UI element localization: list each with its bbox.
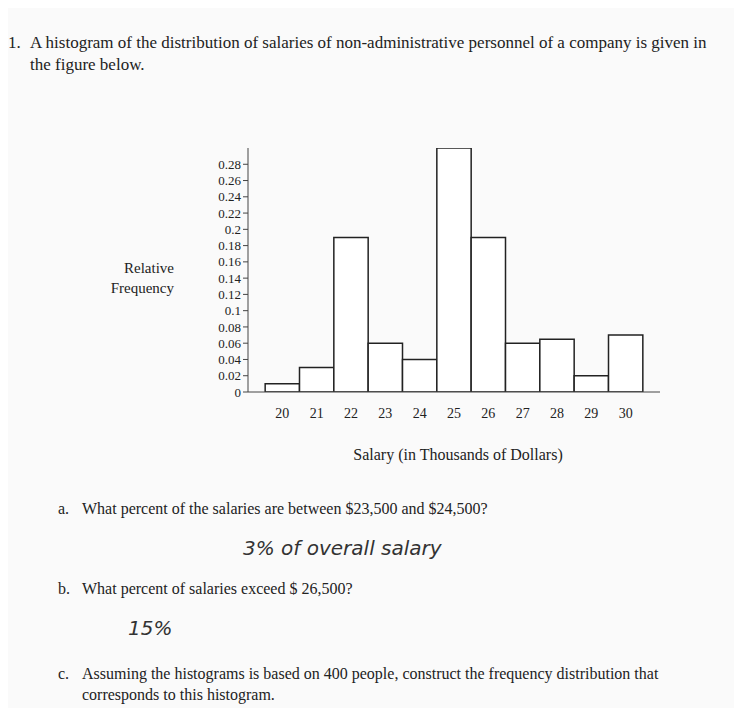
svg-text:0.14: 0.14 bbox=[218, 271, 241, 286]
html-text:a.: a. bbox=[58, 500, 70, 517]
svg-text:0.22: 0.22 bbox=[218, 206, 241, 221]
svg-text:21: 21 bbox=[310, 406, 324, 421]
svg-text:25: 25 bbox=[447, 406, 461, 421]
svg-text:20: 20 bbox=[275, 406, 289, 421]
svg-text:0.28: 0.28 bbox=[218, 157, 241, 172]
html-text:1.: 1. bbox=[8, 33, 21, 52]
svg-text:30: 30 bbox=[619, 406, 633, 421]
html-text:15%: 15% bbox=[128, 616, 173, 640]
svg-text:0.18: 0.18 bbox=[218, 238, 241, 253]
svg-text:26: 26 bbox=[481, 406, 495, 421]
html-text:c.: c. bbox=[58, 665, 70, 682]
svg-text:0.08: 0.08 bbox=[218, 320, 241, 335]
svg-text:0.06: 0.06 bbox=[218, 336, 241, 351]
svg-text:22: 22 bbox=[344, 406, 358, 421]
svg-text:0.12: 0.12 bbox=[218, 287, 241, 302]
html-text:Salary (in Thousands of Dollar: Salary (in Thousands of Dollars) bbox=[353, 446, 563, 463]
html-text:What percent of salaries excee: What percent of salaries exceed $ 26,500… bbox=[82, 580, 353, 597]
html-text:b.: b. bbox=[58, 580, 70, 597]
svg-text:0.16: 0.16 bbox=[218, 254, 241, 269]
html-text:Assuming the histograms is bas: Assuming the histograms is based on 400 … bbox=[82, 665, 659, 703]
svg-text:0.2: 0.2 bbox=[225, 222, 241, 237]
svg-text:29: 29 bbox=[584, 406, 598, 421]
svg-text:0.04: 0.04 bbox=[218, 352, 241, 367]
svg-text:28: 28 bbox=[550, 406, 564, 421]
svg-text:27: 27 bbox=[516, 406, 530, 421]
svg-text:0.24: 0.24 bbox=[218, 189, 241, 204]
svg-text:0: 0 bbox=[235, 385, 242, 400]
svg-text:0.1: 0.1 bbox=[225, 303, 241, 318]
html-text:What percent of the salaries a: What percent of the salaries are between… bbox=[82, 500, 488, 517]
svg-text:23: 23 bbox=[378, 406, 392, 421]
svg-text:0.02: 0.02 bbox=[218, 368, 241, 383]
html-text:3% of overall salary: 3% of overall salary bbox=[243, 536, 442, 560]
html-text:Relative Frequency: Relative Frequency bbox=[110, 260, 174, 296]
svg-text:24: 24 bbox=[413, 406, 427, 421]
svg-text:0.26: 0.26 bbox=[218, 173, 241, 188]
html-text:A histogram of the distributio: A histogram of the distribution of salar… bbox=[30, 33, 707, 74]
